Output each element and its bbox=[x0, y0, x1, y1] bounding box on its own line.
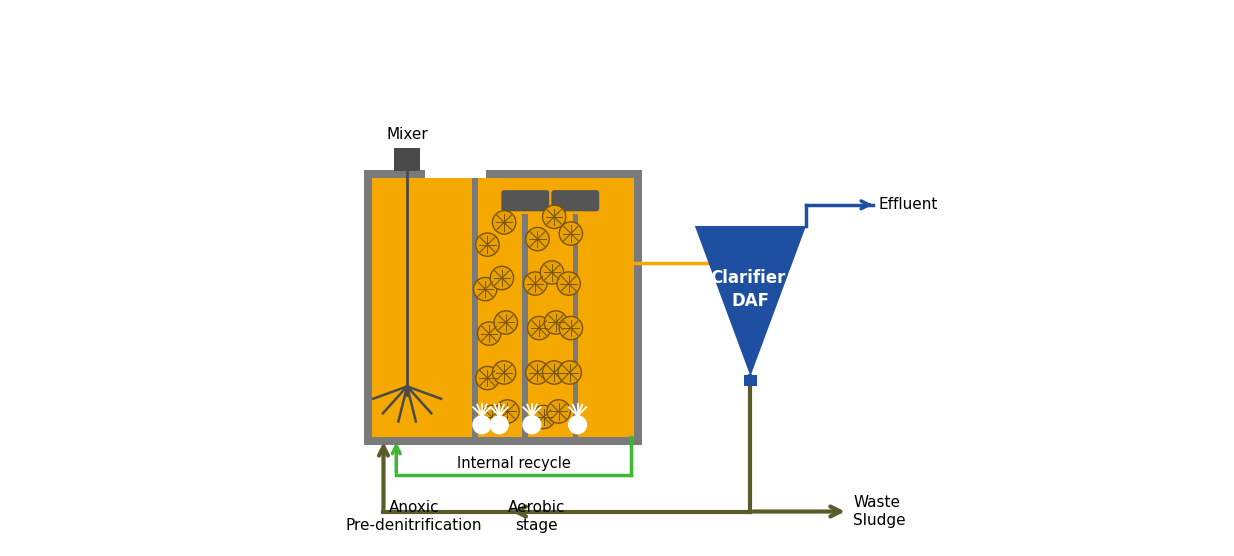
Circle shape bbox=[547, 400, 570, 423]
Circle shape bbox=[543, 205, 566, 229]
Circle shape bbox=[544, 311, 568, 334]
Circle shape bbox=[523, 272, 547, 295]
Bar bbox=[364, 170, 371, 445]
Bar bbox=[744, 375, 758, 386]
Circle shape bbox=[478, 322, 501, 345]
Circle shape bbox=[526, 227, 549, 251]
Circle shape bbox=[473, 416, 491, 434]
Circle shape bbox=[490, 416, 508, 434]
Bar bbox=[473, 178, 478, 437]
Circle shape bbox=[490, 266, 513, 290]
Circle shape bbox=[558, 361, 581, 384]
FancyBboxPatch shape bbox=[552, 190, 600, 211]
FancyBboxPatch shape bbox=[501, 190, 549, 211]
Text: Effluent: Effluent bbox=[879, 197, 938, 212]
Circle shape bbox=[527, 316, 550, 340]
Bar bbox=[364, 437, 642, 445]
Text: Anoxic
Pre-denitrification: Anoxic Pre-denitrification bbox=[346, 500, 482, 533]
Circle shape bbox=[569, 416, 586, 434]
Circle shape bbox=[526, 361, 549, 384]
Circle shape bbox=[494, 311, 517, 334]
Bar bbox=[634, 170, 642, 445]
Circle shape bbox=[474, 277, 497, 301]
Circle shape bbox=[476, 366, 499, 390]
Text: Internal recycle: Internal recycle bbox=[457, 456, 571, 471]
Bar bbox=[394, 148, 421, 171]
Circle shape bbox=[559, 316, 582, 340]
Bar bbox=[522, 214, 528, 437]
Polygon shape bbox=[695, 226, 806, 376]
Circle shape bbox=[532, 405, 555, 429]
Circle shape bbox=[543, 361, 566, 384]
Bar bbox=[364, 170, 426, 178]
Circle shape bbox=[480, 405, 503, 429]
Circle shape bbox=[496, 400, 520, 423]
Text: Mixer: Mixer bbox=[386, 127, 428, 142]
Circle shape bbox=[523, 416, 540, 434]
Circle shape bbox=[476, 233, 499, 256]
Circle shape bbox=[557, 272, 580, 295]
Circle shape bbox=[559, 222, 582, 245]
Text: Waste
Sludge: Waste Sludge bbox=[853, 495, 906, 528]
Text: Clarifier/
DAF: Clarifier/ DAF bbox=[710, 268, 791, 310]
Bar bbox=[573, 214, 578, 437]
Circle shape bbox=[492, 211, 516, 234]
Circle shape bbox=[540, 261, 564, 284]
Circle shape bbox=[492, 361, 516, 384]
Bar bbox=[486, 170, 642, 178]
Text: Aerobic
stage: Aerobic stage bbox=[507, 500, 565, 533]
Bar bbox=[371, 178, 634, 437]
